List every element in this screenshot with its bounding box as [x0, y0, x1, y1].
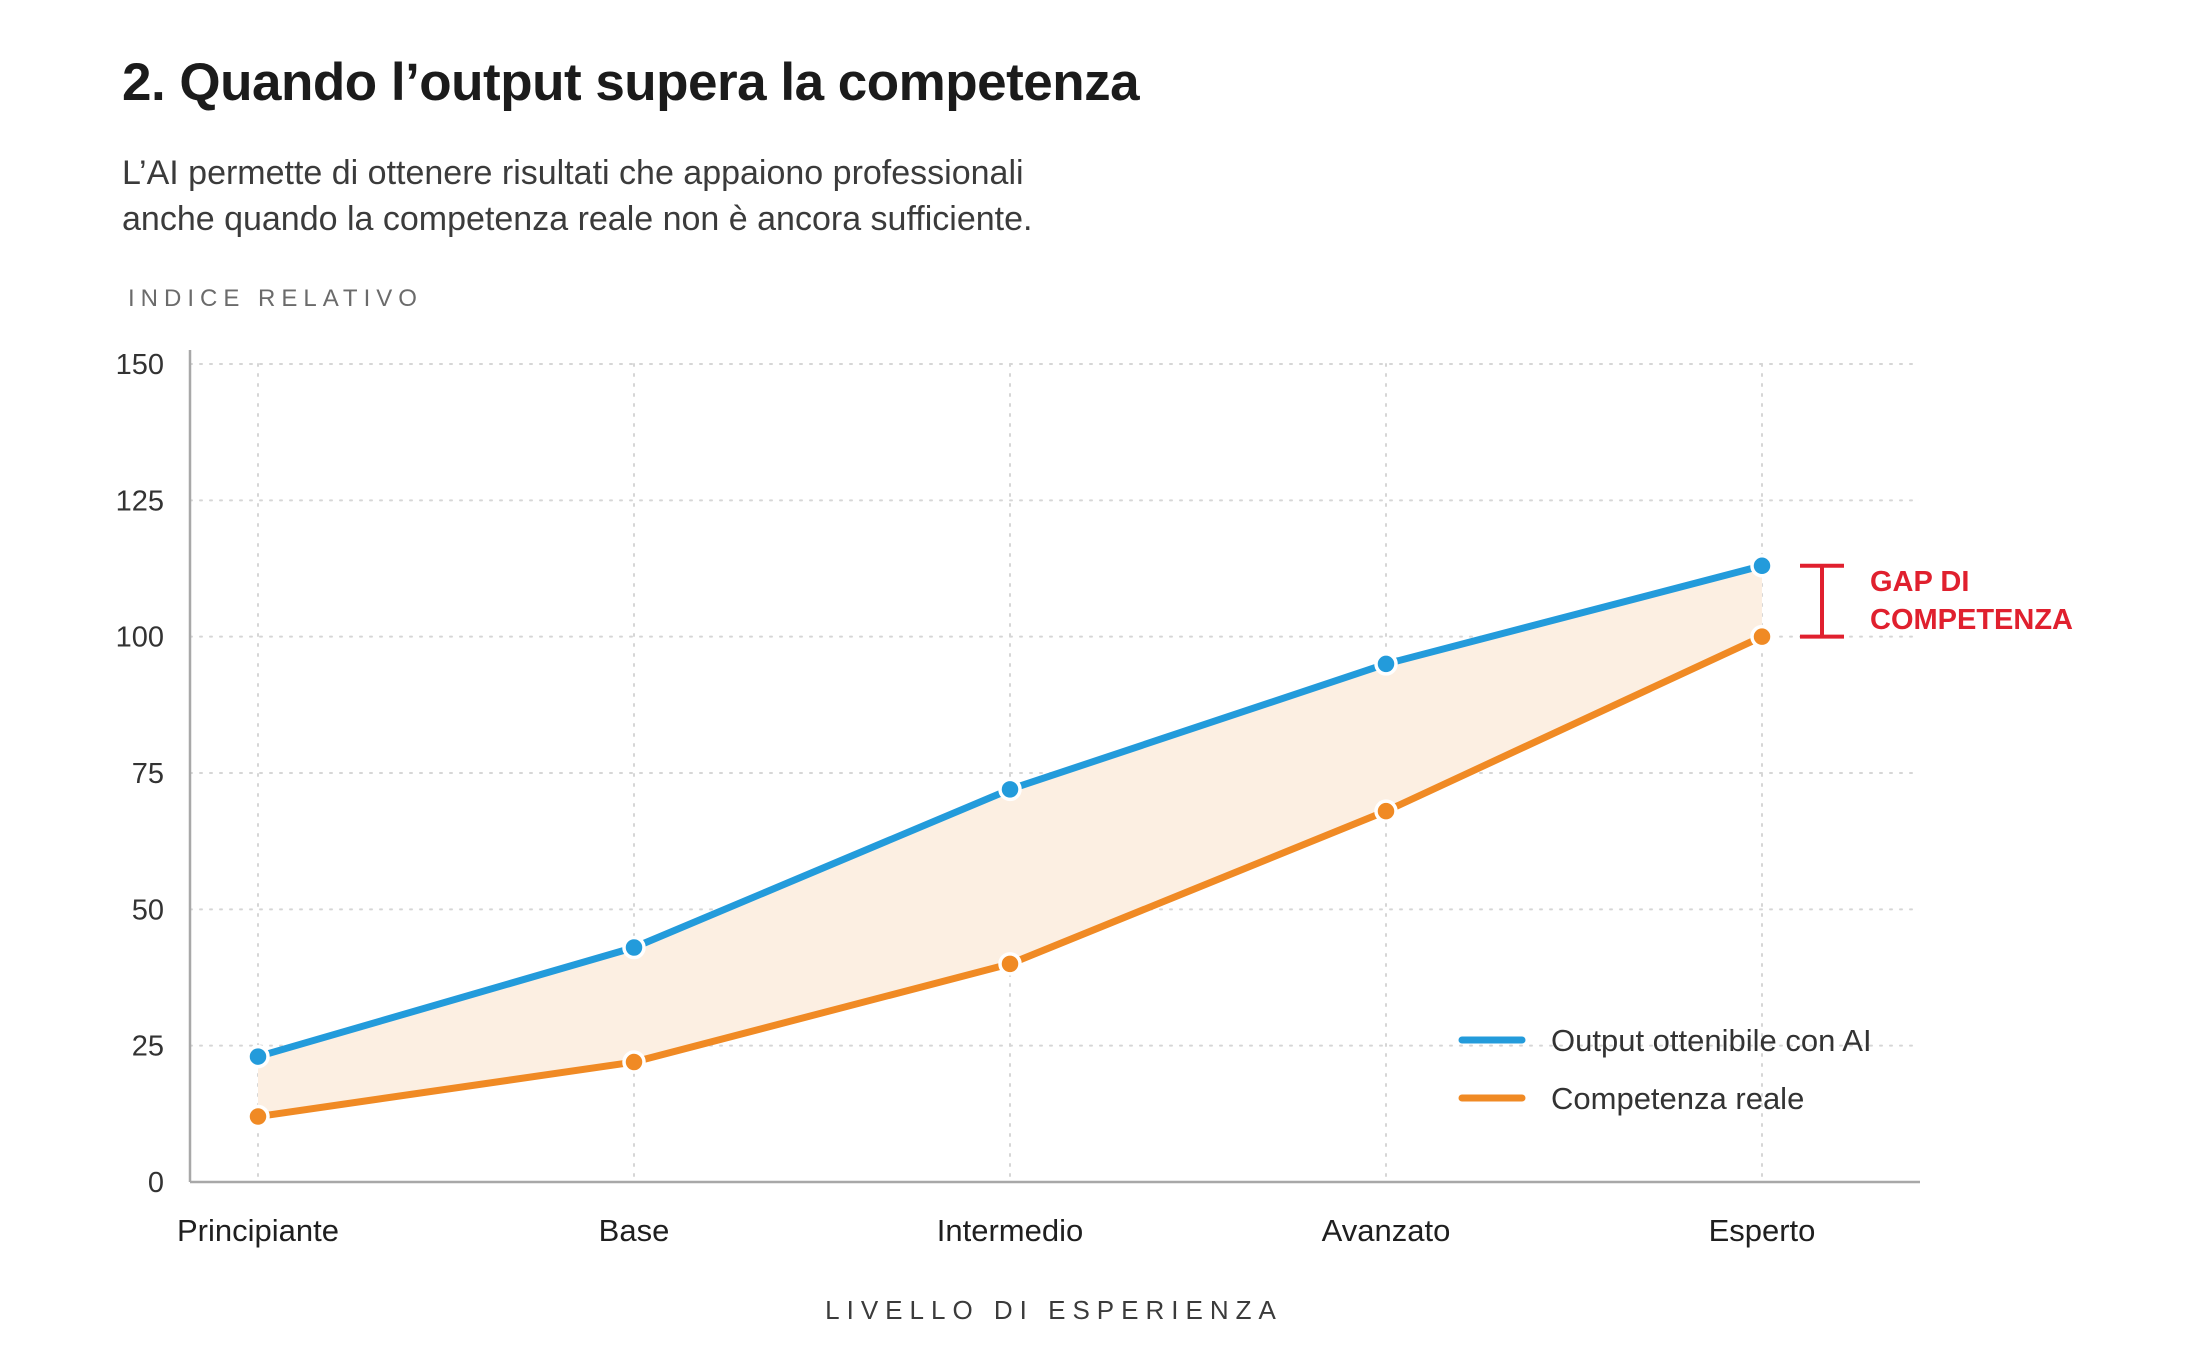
x-tick-label-1: Base [599, 1213, 670, 1248]
series-0-point-1 [622, 935, 646, 960]
x-tick-label-2: Intermedio [937, 1213, 1083, 1248]
axes [188, 350, 1920, 1184]
y-tick-label-150: 150 [116, 349, 164, 381]
gap-area-layer [258, 565, 1762, 1117]
series-1-point-3 [1374, 799, 1398, 823]
y-tick-label-25: 25 [132, 1031, 164, 1063]
series-points [246, 554, 1774, 1129]
y-tick-label-0: 0 [148, 1167, 164, 1199]
tick-labels: 0 25 50 75 100 125 150 Principiante Base Intermed… [116, 349, 1816, 1248]
chart-subtitle: L’AI permette di ottenere risultati che … [122, 150, 1222, 242]
legend-label-0: Output ottenibile con AI [1551, 1023, 1872, 1058]
x-tick-label-0: Principiante [177, 1213, 339, 1248]
series-0-point-4 [1750, 554, 1774, 578]
series-0-point-0 [246, 1044, 270, 1069]
gap-label-line-1: GAP DI [1870, 566, 1969, 598]
y-tick-label-75: 75 [132, 758, 164, 790]
x-axis-title: LIVELLO DI ESPERIENZA [825, 1295, 1283, 1325]
x-tick-label-4: Esperto [1709, 1213, 1816, 1248]
series-1-point-0 [246, 1104, 270, 1129]
y-tick-label-50: 50 [132, 894, 164, 926]
gap-area [258, 565, 1762, 1117]
legend-label-1: Competenza reale [1551, 1081, 1804, 1116]
x-tick-label-3: Avanzato [1322, 1213, 1451, 1248]
series-1-point-1 [622, 1050, 646, 1074]
legend: Output ottenibile con AI Competenza reale [1458, 1023, 1872, 1116]
series-0-point-3 [1374, 652, 1398, 676]
chart-title: 2. Quando l’output supera la competenza [122, 53, 1140, 112]
y-axis-title: INDICE RELATIVO [128, 285, 423, 312]
y-tick-label-125: 125 [116, 485, 164, 517]
subtitle-line-1: L’AI permette di ottenere risultati che … [122, 154, 1024, 192]
series-1-point-4 [1750, 624, 1774, 649]
gap-annotation: GAP DI COMPETENZA [1800, 563, 2073, 639]
series-1-point-2 [998, 952, 1022, 976]
subtitle-line-2: anche quando la competenza reale non è a… [122, 200, 1033, 238]
series-0-point-2 [998, 777, 1022, 802]
gap-label-line-2: COMPETENZA [1870, 604, 2073, 636]
y-tick-label-100: 100 [116, 622, 164, 654]
